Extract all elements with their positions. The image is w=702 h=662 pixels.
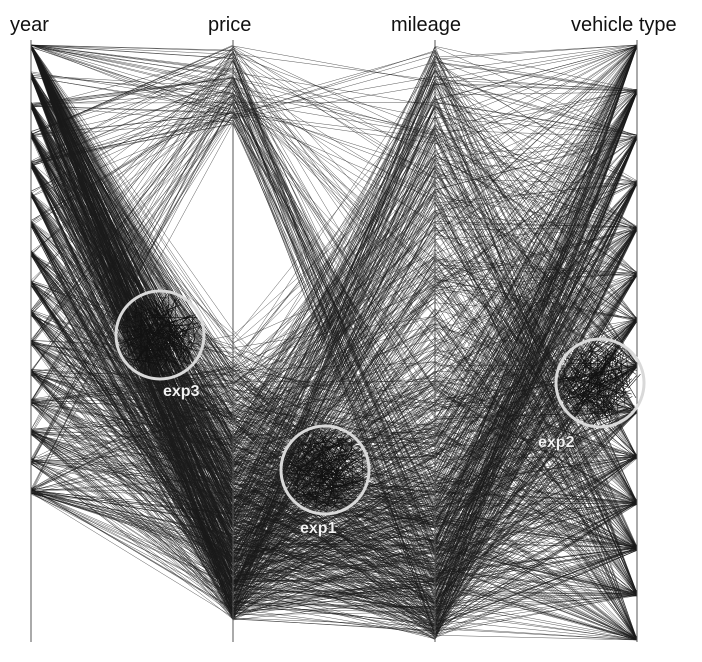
dense-cluster-2: [558, 340, 641, 425]
dense-cluster-1: [286, 428, 367, 512]
annotation-label-exp2: exp2: [538, 434, 575, 451]
data-lines: [30, 44, 641, 641]
dense-cluster-0: [119, 294, 201, 377]
annotation-label-exp3: exp3: [163, 383, 200, 400]
axis-title-mileage: mileage: [391, 14, 461, 36]
axis-title-vehicle-type: vehicle type: [571, 14, 677, 36]
axis-title-year: year: [10, 14, 49, 36]
annotation-label-exp1: exp1: [300, 520, 337, 537]
annotation-circle-exp2: [554, 337, 646, 429]
annotation-circle-exp3: [114, 289, 206, 381]
axis-title-price: price: [208, 14, 251, 36]
annotation-circle-exp1: [279, 424, 371, 516]
